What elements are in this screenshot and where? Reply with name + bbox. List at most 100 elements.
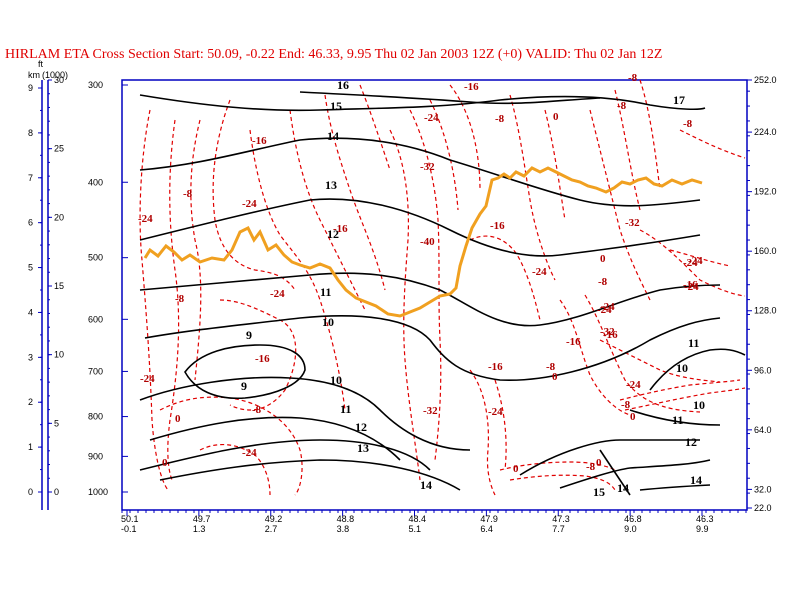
- theta-label: 16: [337, 78, 349, 92]
- chart-title: HIRLAM ETA Cross Section Start: 50.09, -…: [5, 47, 663, 62]
- theta-label: 12: [685, 435, 697, 449]
- temperature-label: -24: [626, 379, 641, 391]
- theta-label: 12: [355, 420, 367, 434]
- theta-contour-line: [299, 91, 601, 105]
- ft-tick-label: 30: [54, 75, 64, 85]
- temp-contour-line: [509, 474, 616, 491]
- temp-contour-line: [167, 119, 180, 481]
- theta-contour-line: [139, 198, 701, 257]
- theta-contour-line: [139, 376, 471, 451]
- temperature-label: -8: [598, 276, 608, 288]
- pressure-tick-label: 1000: [88, 487, 108, 497]
- temp-contour-line: [584, 294, 701, 413]
- pressure-tick-label: 300: [88, 80, 103, 90]
- theta-label: 13: [325, 178, 337, 192]
- right-tick-label: 64.0: [754, 425, 772, 435]
- temp-contour-line: [212, 99, 296, 291]
- ft-tick-label: 0: [54, 487, 59, 497]
- temp-contour-line: [599, 339, 721, 383]
- x-lon-label: 7.7: [552, 524, 565, 534]
- theta-label: 12: [327, 227, 339, 241]
- theta-label: 14: [420, 478, 432, 492]
- temp-contour-line: [589, 109, 651, 301]
- x-lat-label: 46.8: [624, 514, 642, 524]
- km-tick-label: 5: [28, 263, 33, 273]
- x-lon-label: 9.9: [696, 524, 709, 534]
- temperature-label: -16: [255, 353, 270, 365]
- temp-contour-line: [199, 443, 271, 496]
- ft-axis-title: ft: [38, 59, 44, 69]
- theta-contour-line: [639, 484, 711, 491]
- temperature-label: -8: [683, 118, 693, 130]
- x-axis-ticks: 50.1-0.1 49.71.3 49.22.7 48.83.8 48.45.1 47.9…: [121, 510, 747, 534]
- pressure-tick-label: 700: [88, 366, 103, 376]
- temp-contour-line: [669, 249, 731, 267]
- theta-label: 10: [693, 398, 705, 412]
- temperature-label: -16: [333, 223, 348, 235]
- temperature-label: 0: [513, 463, 519, 475]
- temperature-label: -24: [684, 281, 699, 293]
- right-tick-label: 96.0: [754, 365, 772, 375]
- theta-label: 11: [340, 402, 351, 416]
- temp-contour-line: [619, 379, 741, 401]
- right-tick-label: 32.0: [754, 484, 772, 494]
- temperature-label: -16: [490, 220, 505, 232]
- temp-contour-line: [389, 129, 421, 481]
- theta-contour-line: [184, 344, 306, 400]
- theta-contour-line: [139, 272, 721, 327]
- theta-contour-line: [159, 459, 461, 491]
- km-tick-label: 6: [28, 218, 33, 228]
- pressure-tick-label: 400: [88, 177, 103, 187]
- theta-label: 10: [676, 361, 688, 375]
- temperature-label: -24: [683, 257, 698, 269]
- temperature-label: -8: [546, 361, 556, 373]
- x-lat-label: 48.8: [337, 514, 355, 524]
- temperature-label: -24: [600, 301, 615, 313]
- theta-label: 9: [241, 379, 247, 393]
- temp-contour-line: [159, 396, 303, 496]
- theta-contour-line: [559, 459, 711, 489]
- temperature-label: -8: [252, 404, 262, 416]
- temperature-label: -24: [688, 255, 703, 267]
- pressure-tick-label: 500: [88, 253, 103, 263]
- km-tick-label: 7: [28, 173, 33, 183]
- km-tick-label: 2: [28, 397, 33, 407]
- x-lon-label: 9.0: [624, 524, 637, 534]
- theta-label: 14: [617, 481, 629, 495]
- right-tick-label: 252.0: [754, 75, 777, 85]
- temp-contour-line: [469, 235, 541, 321]
- temp-contour-line: [289, 109, 366, 311]
- temperature-label: -24: [532, 266, 547, 278]
- x-lon-label: 5.1: [409, 524, 422, 534]
- temp-contour-line: [190, 119, 202, 381]
- temperature-label: -8: [586, 461, 596, 473]
- temperature-label: -24: [138, 213, 153, 225]
- temp-contour-line: [324, 94, 386, 291]
- temperature-label: -32: [625, 217, 640, 229]
- right-tick-label: 224.0: [754, 127, 777, 137]
- theta-label: 11: [320, 285, 331, 299]
- temp-contour-line: [544, 109, 566, 221]
- temperature-label: -24: [242, 447, 257, 459]
- x-lat-label: 47.9: [480, 514, 498, 524]
- temperature-label: -24: [597, 304, 612, 316]
- theta-contour-line: [144, 315, 721, 382]
- ft-tick-label: 10: [54, 350, 64, 360]
- temp-contour-line: [679, 129, 746, 159]
- theta-contour-line: [139, 94, 706, 112]
- temp-contour-line: [359, 84, 391, 171]
- temperature-label: 0: [175, 413, 181, 425]
- ft-tick-label: 25: [54, 144, 64, 154]
- temp-contour-line: [639, 79, 661, 191]
- x-lat-label: 50.1: [121, 514, 139, 524]
- theta-contour-line: [629, 409, 721, 426]
- theta-label: 14: [690, 473, 702, 487]
- temperature-label: -16: [488, 361, 503, 373]
- x-lon-label: 1.3: [193, 524, 206, 534]
- theta-contour-line: [149, 416, 401, 461]
- temperature-label: -8: [617, 100, 627, 112]
- km-axis-title: km: [28, 70, 40, 80]
- temperature-label: 0: [552, 371, 558, 383]
- temperature-label: -16: [683, 279, 698, 291]
- x-lon-label: 2.7: [265, 524, 278, 534]
